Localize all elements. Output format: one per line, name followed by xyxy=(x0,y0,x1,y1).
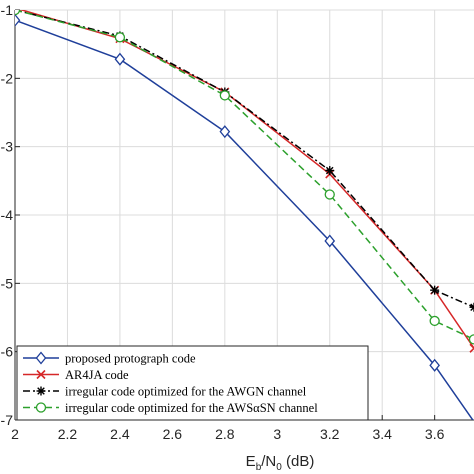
legend-marker xyxy=(36,386,46,396)
y-tick-label: -3 xyxy=(1,139,14,155)
series-0-point xyxy=(15,13,21,27)
x-tick-label: 3.2 xyxy=(320,426,340,442)
legend-label: irregular code optimized for the AWSαSN … xyxy=(65,401,318,415)
series-2-point xyxy=(325,166,335,176)
series-2-point xyxy=(430,285,440,295)
series-line-0 xyxy=(15,19,474,420)
series-0-point xyxy=(219,125,231,139)
x-tick-label: 3.6 xyxy=(425,426,445,442)
series-3-point xyxy=(15,10,21,16)
legend: proposed protograph code AR4JA code irregu… xyxy=(16,345,369,421)
series-0-point xyxy=(429,358,440,372)
x-tick-label: 2.2 xyxy=(58,426,78,442)
x-tick-label: 3 xyxy=(273,426,281,442)
legend-marker xyxy=(36,369,46,380)
series-3-point xyxy=(114,32,126,43)
x-tick-label: 2.8 xyxy=(215,426,235,442)
legend-marker xyxy=(35,402,47,413)
series-1-point xyxy=(469,343,474,353)
y-tick-label: -6 xyxy=(1,344,14,360)
y-tick-label: -1 xyxy=(1,2,14,18)
series-3-point xyxy=(429,315,440,327)
y-tick-label: -4 xyxy=(1,207,14,223)
legend-marker xyxy=(35,351,47,365)
x-tick-label: 2.6 xyxy=(163,426,183,442)
legend-box xyxy=(16,345,369,421)
series-2-point xyxy=(469,302,474,312)
legend-label: AR4JA code xyxy=(65,368,129,382)
series-0-point xyxy=(114,52,126,66)
series-line-2 xyxy=(15,10,474,308)
series-3-point xyxy=(219,90,230,101)
legend-label: irregular code optimized for the AWGN ch… xyxy=(65,385,307,399)
x-tick-label: 2.4 xyxy=(110,426,130,442)
y-tick-label: -2 xyxy=(1,70,14,86)
series-3-point xyxy=(468,334,474,345)
y-tick-label: -7 xyxy=(1,412,14,428)
x-tick-label: 3.4 xyxy=(372,426,392,442)
series-3-point xyxy=(324,189,335,200)
x-tick-label: 2 xyxy=(11,426,19,442)
x-axis-label: Eb/N0 (dB) xyxy=(246,453,315,473)
series-layer xyxy=(15,10,474,420)
series-0-point xyxy=(324,234,336,248)
series-line-3 xyxy=(15,10,474,341)
y-tick-label: -5 xyxy=(1,275,14,291)
series-line-1 xyxy=(19,10,474,349)
legend-label: proposed protograph code xyxy=(65,352,196,366)
